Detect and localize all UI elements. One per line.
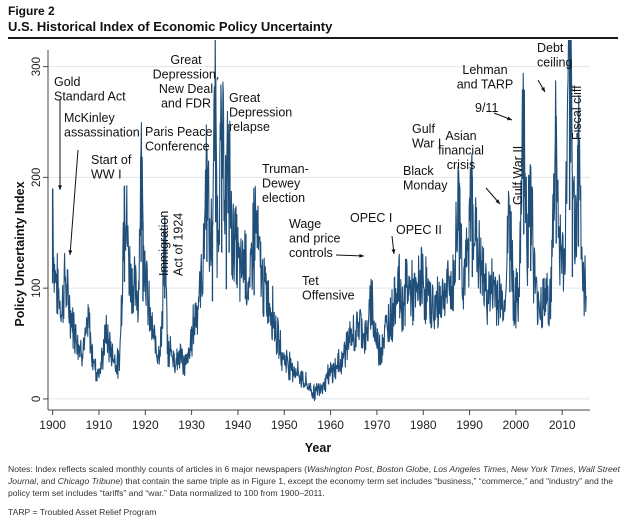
annotation-debt-ceiling: Debt ceiling bbox=[537, 41, 572, 70]
x-tick-label-1920: 1920 bbox=[132, 418, 159, 432]
figure-title: U.S. Historical Index of Economic Policy… bbox=[8, 19, 333, 34]
policy-uncertainty-chart: 0 100 200 300 1900 1910 1920 1930 1940 1950 1960 19… bbox=[13, 40, 590, 455]
annotation-truman-dewey-election: Truman-Dewey election bbox=[262, 162, 309, 205]
annotation-black-monday: Black Monday bbox=[403, 164, 448, 193]
annotation-mckinley-assassination: McKinley assassination bbox=[64, 111, 140, 256]
y-tick-label-300: 300 bbox=[31, 57, 43, 76]
annotation-label: Great Depression relapse bbox=[229, 91, 292, 134]
annotation-label: OPEC I bbox=[350, 211, 392, 225]
annotation-opec-ii: OPEC II bbox=[396, 223, 442, 237]
y-tick-label-200: 200 bbox=[31, 168, 43, 187]
annotation-label: Paris Peace Conference bbox=[145, 125, 212, 154]
annotation-great-depression-new-deal-and-fdr: Great Depression, New Deal and FDR bbox=[153, 53, 220, 111]
annotation-arrowhead bbox=[68, 250, 73, 255]
x-axis-label: Year bbox=[305, 441, 332, 455]
annotation-gulf-war-ii: Gulf War II bbox=[511, 146, 525, 205]
x-tick-label-1910: 1910 bbox=[86, 418, 113, 432]
annotation-tet-offensive: Tet Offensive bbox=[302, 274, 355, 303]
annotation-label: McKinley assassination bbox=[64, 111, 140, 140]
paper-wall-street-journal: Wall Street Journal bbox=[8, 464, 620, 486]
x-tick-label-1930: 1930 bbox=[178, 418, 205, 432]
y-tick-label-100: 100 bbox=[31, 279, 43, 298]
annotation-label: 9/11 bbox=[475, 101, 498, 115]
annotation-wage-and-price-controls: Wage and price controls bbox=[289, 217, 365, 260]
annotation-arrow bbox=[69, 149, 79, 256]
paper-washington-post: Washington Post bbox=[307, 464, 372, 474]
axes: 0 100 200 300 1900 1910 1920 1930 1940 1950 1960 19… bbox=[31, 50, 590, 432]
annotation-label: Asian financial crisis bbox=[438, 129, 484, 172]
annotation-label: Lehman and TARP bbox=[457, 63, 514, 92]
annotation-arrowhead bbox=[58, 185, 62, 190]
series-layer bbox=[51, 40, 588, 402]
figure-label: Figure 2 bbox=[8, 4, 55, 18]
x-tick-label-1980: 1980 bbox=[410, 418, 437, 432]
annotation-gulf-war-i: Gulf War I bbox=[412, 122, 441, 151]
annotation-arrowhead bbox=[495, 199, 500, 204]
annotation-label: Wage and price controls bbox=[289, 217, 340, 260]
x-tick-label-1970: 1970 bbox=[364, 418, 391, 432]
annotation-immigration-act-of-1924: ImmigrationAct of 1924 bbox=[157, 211, 186, 276]
annotation-arrowhead bbox=[507, 116, 512, 121]
paper-chicago-tribune: Chicago Tribune bbox=[57, 476, 121, 486]
x-tick-label-1900: 1900 bbox=[39, 418, 66, 432]
x-tick-label-1960: 1960 bbox=[317, 418, 344, 432]
annotation-label: Truman-Dewey election bbox=[262, 162, 309, 205]
tarp-note: TARP = Troubled Asset Relief Program bbox=[8, 507, 157, 517]
x-tick-label-1990: 1990 bbox=[456, 418, 483, 432]
annotation-label: Debt ceiling bbox=[537, 41, 572, 70]
annotation-label: OPEC II bbox=[396, 223, 442, 237]
paper-boston-globe: Boston Globe bbox=[376, 464, 429, 474]
notes-suffix: ) that contain the same triple as in Fig… bbox=[8, 476, 614, 498]
annotation-label: Great Depression, New Deal and FDR bbox=[153, 53, 220, 111]
y-tick-label-0: 0 bbox=[31, 396, 43, 402]
annotation-start-of-ww-i: Start of WW I bbox=[91, 153, 132, 182]
annotation-label: Gulf War I bbox=[412, 122, 441, 151]
annotation-9-11: 9/11 bbox=[475, 101, 513, 121]
notes-prefix: Notes: Index reflects scaled monthly cou… bbox=[8, 464, 308, 474]
annotation-arrow bbox=[335, 254, 365, 257]
x-tick-label-2000: 2000 bbox=[503, 418, 530, 432]
annotations-layer: Gold Standard Act McKinley assassination Sta… bbox=[54, 41, 584, 303]
annotation-great-depression-relapse: Great Depression relapse bbox=[229, 91, 292, 134]
annotation-asian-financial-crisis: Asian financial crisis bbox=[438, 129, 501, 205]
annotation-label: Start of WW I bbox=[91, 153, 132, 182]
annotation-label: Fiscal cliff bbox=[570, 85, 584, 140]
paper-new-york-times: New York Times bbox=[510, 464, 574, 474]
figure-notes: Notes: Index reflects scaled monthly cou… bbox=[8, 464, 620, 498]
annotation-label: Gulf War II bbox=[511, 146, 525, 205]
annotation-arrowhead bbox=[391, 249, 396, 254]
paper-los-angeles-times: Los Angeles Times bbox=[433, 464, 507, 474]
y-axis-label: Policy Uncertainty Index bbox=[13, 181, 27, 326]
annotation-label: ImmigrationAct of 1924 bbox=[157, 211, 186, 276]
annotation-label: Gold Standard Act bbox=[54, 75, 126, 104]
annotation-opec-i: OPEC I bbox=[350, 211, 396, 255]
annotation-fiscal-cliff: Fiscal cliff bbox=[570, 85, 584, 140]
title-rule bbox=[8, 37, 618, 39]
x-tick-label-2010: 2010 bbox=[549, 418, 576, 432]
annotation-label: Tet Offensive bbox=[302, 274, 355, 303]
annotation-lehman-and-tarp: Lehman and TARP bbox=[457, 63, 546, 93]
annotation-gold-standard-act: Gold Standard Act bbox=[54, 75, 126, 190]
annotation-label: Black Monday bbox=[403, 164, 448, 193]
annotation-arrowhead bbox=[359, 253, 364, 258]
x-tick-label-1950: 1950 bbox=[271, 418, 298, 432]
x-tick-label-1940: 1940 bbox=[225, 418, 252, 432]
annotation-paris-peace-conference: Paris Peace Conference bbox=[145, 125, 212, 154]
annotation-arrowhead bbox=[540, 87, 545, 92]
